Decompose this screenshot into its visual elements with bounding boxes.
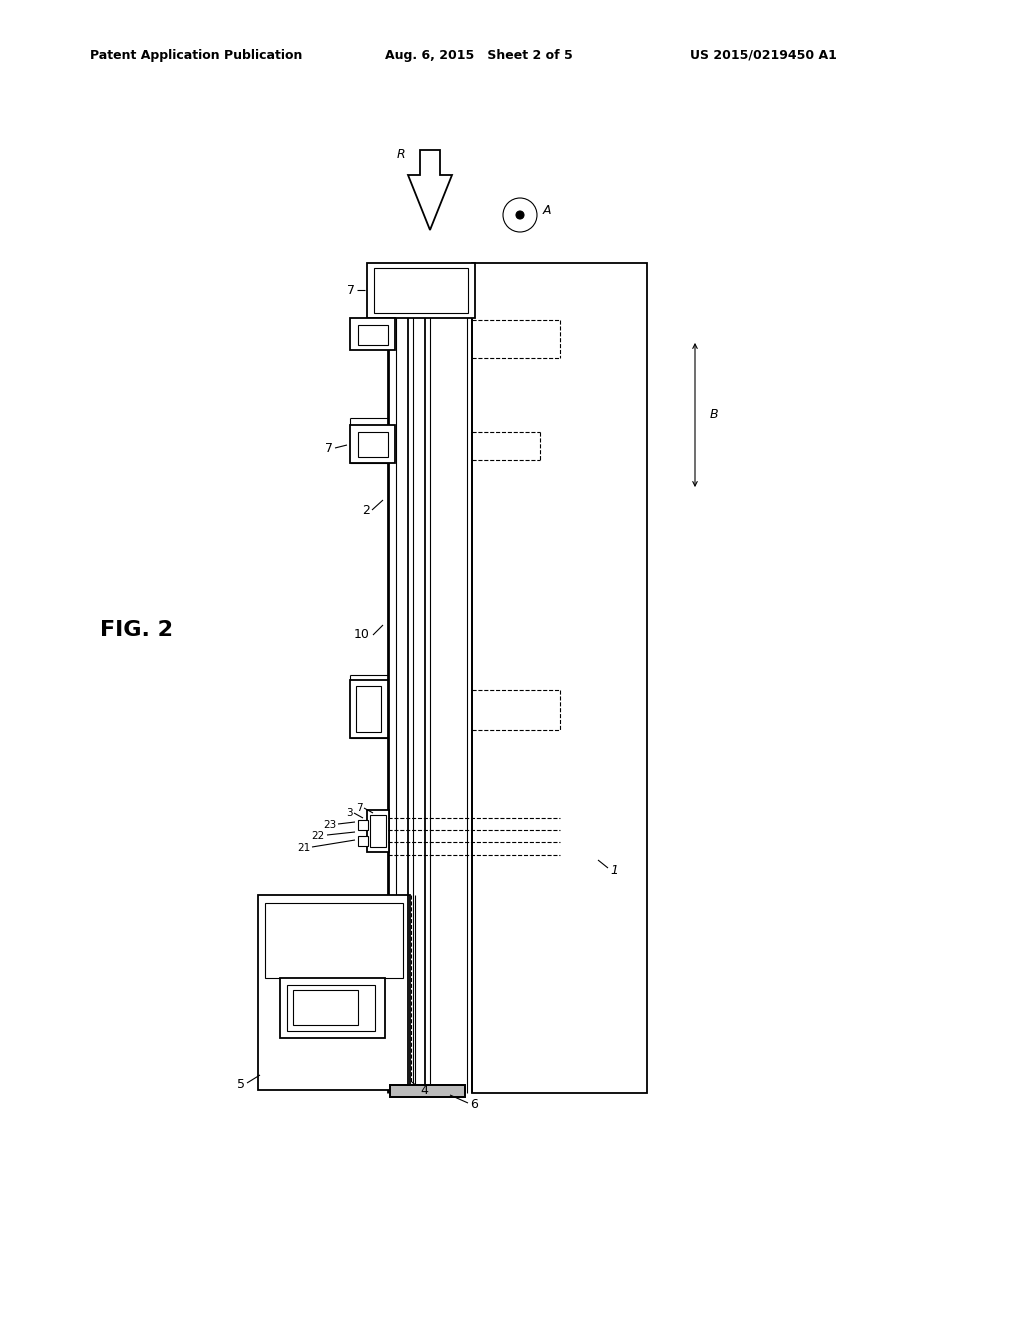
Bar: [350, 425, 395, 463]
Text: B: B: [710, 408, 719, 421]
Polygon shape: [408, 150, 452, 230]
Bar: [472, 263, 647, 1093]
Bar: [258, 895, 410, 1090]
Text: R: R: [396, 149, 406, 161]
Text: Patent Application Publication: Patent Application Publication: [90, 49, 302, 62]
Bar: [356, 686, 381, 733]
Text: 1: 1: [610, 863, 618, 876]
Bar: [350, 318, 395, 350]
Text: US 2015/0219450 A1: US 2015/0219450 A1: [690, 49, 837, 62]
Bar: [280, 978, 385, 1038]
Bar: [358, 432, 388, 457]
Text: 10: 10: [354, 628, 370, 642]
Bar: [265, 903, 403, 978]
Text: Aug. 6, 2015   Sheet 2 of 5: Aug. 6, 2015 Sheet 2 of 5: [385, 49, 572, 62]
Bar: [390, 1085, 465, 1097]
Bar: [358, 836, 368, 846]
Text: 2: 2: [362, 503, 370, 516]
Text: 23: 23: [323, 820, 336, 830]
Text: 7: 7: [347, 284, 355, 297]
Bar: [287, 985, 375, 1031]
Circle shape: [516, 211, 524, 219]
Text: 22: 22: [311, 832, 325, 841]
Text: 5: 5: [237, 1078, 245, 1092]
Text: 4: 4: [420, 1084, 428, 1097]
Text: 7: 7: [325, 441, 333, 454]
Text: FIG. 2: FIG. 2: [100, 620, 173, 640]
Bar: [358, 325, 388, 345]
Circle shape: [503, 198, 537, 232]
Text: A: A: [543, 203, 552, 216]
Bar: [358, 820, 368, 830]
Text: 21: 21: [297, 843, 310, 853]
Bar: [370, 814, 386, 847]
Bar: [374, 268, 468, 313]
Text: 3: 3: [346, 808, 353, 818]
Bar: [293, 990, 358, 1026]
Bar: [367, 810, 389, 851]
Bar: [350, 680, 388, 738]
Bar: [367, 263, 475, 318]
Text: 6: 6: [470, 1098, 478, 1111]
Text: 7: 7: [356, 803, 362, 813]
Bar: [390, 1085, 465, 1097]
